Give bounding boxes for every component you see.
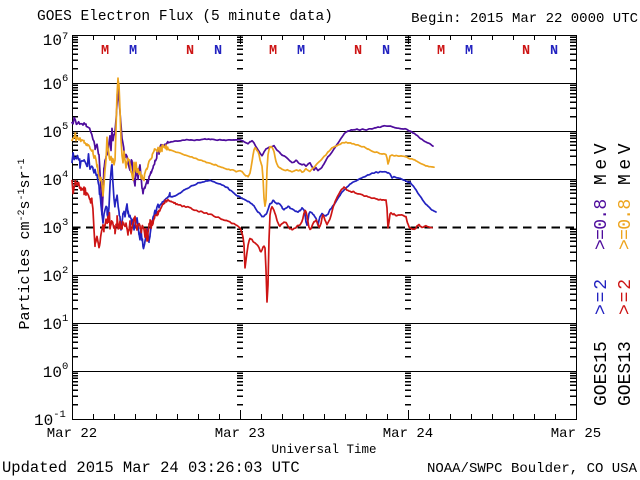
- svg-text:10: 10: [43, 268, 62, 286]
- svg-text:M: M: [129, 44, 137, 59]
- svg-text:N: N: [186, 44, 194, 59]
- svg-text:10: 10: [43, 172, 62, 190]
- svg-text:>=0.8: >=0.8: [616, 199, 636, 250]
- svg-text:Updated 2015 Mar 24 03:26:03 U: Updated 2015 Mar 24 03:26:03 UTC: [2, 459, 300, 477]
- svg-text:10: 10: [43, 316, 62, 334]
- svg-text:N: N: [522, 44, 530, 59]
- svg-text:N: N: [354, 44, 362, 59]
- svg-text:MeV: MeV: [616, 139, 636, 185]
- svg-text:M: M: [101, 44, 109, 59]
- svg-text:>=0.8: >=0.8: [592, 199, 612, 250]
- svg-text:Mar 25: Mar 25: [551, 426, 601, 442]
- svg-text:4: 4: [62, 169, 68, 181]
- svg-text:7: 7: [62, 31, 68, 43]
- svg-text:3: 3: [62, 217, 68, 229]
- svg-text:>=2: >=2: [616, 277, 636, 315]
- svg-text:10: 10: [43, 124, 62, 142]
- svg-text:N: N: [214, 44, 222, 59]
- svg-text:GOES15: GOES15: [592, 341, 612, 406]
- svg-text:Particles cm-2s-1sr-1: Particles cm-2s-1sr-1: [17, 158, 34, 329]
- svg-text:Begin: 2015 Mar 22 0000 UTC: Begin: 2015 Mar 22 0000 UTC: [411, 11, 638, 27]
- svg-text:M: M: [465, 44, 473, 59]
- svg-text:GOES Electron Flux (5 minute d: GOES Electron Flux (5 minute data): [37, 9, 333, 25]
- svg-text:M: M: [297, 44, 305, 59]
- svg-text:M: M: [437, 44, 445, 59]
- svg-text:N: N: [382, 44, 390, 59]
- svg-text:>=2: >=2: [592, 277, 612, 315]
- svg-text:0: 0: [62, 361, 68, 373]
- svg-text:10: 10: [43, 220, 62, 238]
- svg-text:6: 6: [62, 73, 68, 85]
- svg-text:10: 10: [34, 412, 53, 430]
- svg-text:5: 5: [62, 121, 68, 133]
- svg-text:10: 10: [43, 32, 62, 50]
- svg-text:10: 10: [43, 76, 62, 94]
- svg-text:Universal Time: Universal Time: [271, 443, 376, 457]
- svg-text:Mar 24: Mar 24: [383, 426, 433, 442]
- svg-text:2: 2: [62, 265, 68, 277]
- svg-text:10: 10: [43, 364, 62, 382]
- svg-text:NOAA/SWPC Boulder, CO USA: NOAA/SWPC Boulder, CO USA: [427, 461, 638, 477]
- svg-text:Mar 22: Mar 22: [47, 426, 97, 442]
- svg-text:GOES13: GOES13: [616, 341, 636, 406]
- svg-text:N: N: [550, 44, 558, 59]
- svg-text:Mar 23: Mar 23: [215, 426, 265, 442]
- svg-text:M: M: [269, 44, 277, 59]
- svg-text:MeV: MeV: [592, 139, 612, 185]
- svg-text:1: 1: [62, 313, 68, 325]
- svg-text:-1: -1: [53, 409, 66, 421]
